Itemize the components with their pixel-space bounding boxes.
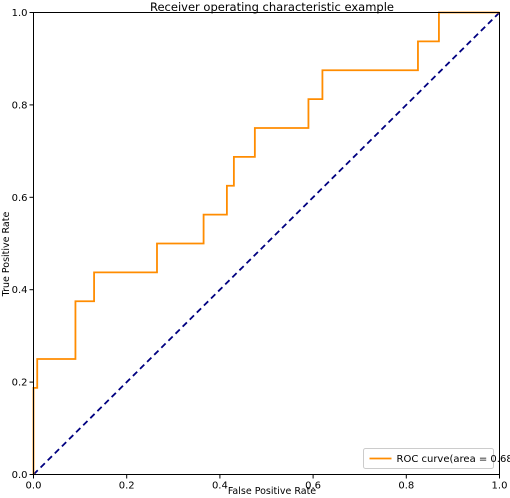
y-tick-label: 0.6 <box>12 193 28 204</box>
legend: ROC curve(area = 0.68) <box>363 448 510 469</box>
plot-area <box>32 11 501 476</box>
diagonal-reference-line <box>32 11 501 476</box>
legend-label: ROC curve(area = 0.68) <box>397 454 510 465</box>
y-tick-label: 0.8 <box>12 100 28 111</box>
y-tick-label: 1.0 <box>12 8 28 19</box>
y-tick-label: 0.0 <box>12 470 28 481</box>
y-tick-label: 0.4 <box>12 285 28 296</box>
x-tick-label: 0.2 <box>119 481 135 492</box>
x-axis-label: False Positive Rate <box>228 486 316 497</box>
x-tick-label: 0.6 <box>305 481 321 492</box>
x-tick-label: 0.0 <box>26 481 42 492</box>
x-tick-label: 1.0 <box>492 481 508 492</box>
roc-curve-line <box>32 11 500 475</box>
chart-title: Receiver operating characteristic exampl… <box>150 0 394 14</box>
y-tick-label: 0.2 <box>12 378 28 389</box>
legend-box <box>363 448 494 469</box>
axis-ticks: 0.0 0.2 0.4 0.6 0.8 1.0 0.0 0.2 0.4 0.6 0.8 1.0 <box>12 8 508 492</box>
plot-frame <box>33 12 500 475</box>
x-tick-label: 0.8 <box>398 481 414 492</box>
x-tick-label: 0.4 <box>212 481 228 492</box>
y-axis-label: True Positive Rate <box>1 212 12 298</box>
